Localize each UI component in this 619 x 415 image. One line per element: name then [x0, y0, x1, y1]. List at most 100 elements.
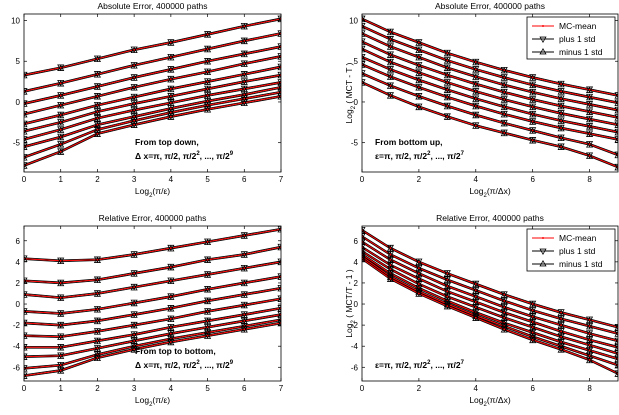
- series-1-minus-std-line: [362, 19, 618, 97]
- legend-triangle-marker: [539, 47, 547, 55]
- series-2-point-8-minus-std-marker: [557, 315, 565, 323]
- series-2-point-4-minus-std-marker: [443, 276, 451, 283]
- series-6-point-1-minus-std-marker: [362, 251, 366, 258]
- series-8-mean-line: [362, 258, 618, 375]
- series-7-point-2-mean-marker: [59, 346, 62, 349]
- series-1-point-2-minus-std-marker: [386, 245, 395, 252]
- series-6-point-6-mean-marker: [503, 105, 506, 108]
- annotation-text: ε=π, π/2, π/2: [375, 151, 427, 161]
- series-1-point-7-mean-marker: [531, 76, 534, 79]
- series-3-point-8-minus-std-marker: [277, 43, 281, 50]
- series-3-point-9-minus-std-marker: [585, 101, 594, 108]
- series-7-point-5-mean-marker: [474, 105, 477, 107]
- legend-triangle-marker: [539, 259, 547, 267]
- series-5-point-9-mean-marker: [588, 118, 591, 120]
- series-9-point-4-mean-marker: [133, 119, 136, 122]
- series-2-point-9-minus-std-marker: [585, 93, 594, 101]
- series-6-minus-std-line: [24, 75, 281, 133]
- series-4-point-3-minus-std-marker: [93, 306, 101, 313]
- legend-item-3: minus 1 std: [559, 259, 603, 269]
- series-8-point-7-mean-marker: [243, 319, 246, 322]
- series-6-minus-std-line: [362, 57, 618, 134]
- series-8-point-2-minus-std-marker: [57, 352, 65, 359]
- series-1-point-2-mean-marker: [389, 247, 392, 250]
- series-7-point-3-mean-marker: [417, 86, 420, 89]
- series-7-point-5-minus-std-marker: [472, 102, 480, 110]
- series-8-point-6-mean-marker: [206, 326, 209, 329]
- series-6-point-7-minus-std-marker: [240, 301, 248, 309]
- series-1-point-7-mean-marker: [531, 303, 534, 305]
- series-2-point-3-minus-std-marker: [415, 46, 423, 54]
- series-8-point-8-minus-std-marker: [277, 311, 281, 318]
- series-8-point-3-minus-std-marker: [415, 93, 423, 100]
- series-5-point-8-minus-std-marker: [277, 63, 281, 71]
- series-2-point-3-mean-marker: [417, 267, 420, 270]
- series-5-point-4-minus-std-marker: [443, 79, 451, 86]
- series-9-mean-line: [362, 81, 618, 168]
- series-8-point-7-minus-std-marker: [529, 127, 537, 134]
- series-8-point-2-minus-std-marker: [57, 133, 65, 141]
- annotation-text: , ..., π/2: [431, 151, 461, 161]
- series-2-point-1-minus-std-marker: [362, 233, 366, 240]
- series-5-point-8-minus-std-marker: [557, 110, 565, 117]
- series-3-plus-std-line: [362, 240, 618, 341]
- series-2-point-10-minus-std-marker: [614, 99, 618, 106]
- y-tick-label: 6: [16, 237, 21, 246]
- series-6-point-6-minus-std-marker: [500, 103, 508, 111]
- series-8-point-3-mean-marker: [417, 292, 420, 295]
- series-4-point-2-mean-marker: [59, 104, 62, 107]
- series-8-point-7-mean-marker: [531, 338, 534, 341]
- series-1-point-1-minus-std-marker: [24, 255, 28, 262]
- series-4-point-8-mean-marker: [560, 105, 563, 107]
- series-5-mean-line: [362, 250, 618, 355]
- series-2-mean-line: [362, 236, 618, 335]
- series-3-point-9-minus-std-marker: [585, 330, 594, 337]
- series-8-point-1-minus-std-marker: [24, 143, 28, 150]
- series-10-point-2-mean-marker: [59, 369, 62, 372]
- series-5-point-6-minus-std-marker: [204, 297, 212, 305]
- series-6-point-5-minus-std-marker: [167, 315, 175, 323]
- series-2-point-6-minus-std-marker: [204, 45, 212, 53]
- series-5-mean-line: [24, 287, 281, 326]
- series-4-point-4-mean-marker: [133, 86, 136, 89]
- plot-frame: [361, 13, 619, 173]
- x-tick-label: 3: [132, 175, 137, 184]
- series-9-point-6-mean-marker: [206, 104, 209, 107]
- series-3-mean-line: [24, 46, 281, 105]
- series-9-minus-std-line: [24, 320, 281, 370]
- series-3-point-7-mean-marker: [243, 267, 246, 270]
- annotation-superscript: 2: [196, 151, 200, 157]
- series-2-point-1-minus-std-marker: [362, 23, 366, 30]
- annotation-superscript: 2: [427, 151, 431, 157]
- series-5-point-9-mean-marker: [588, 344, 591, 347]
- series-1-point-8-mean-marker: [560, 311, 563, 314]
- series-3-point-3-minus-std-marker: [93, 290, 101, 297]
- series-6-point-7-mean-marker: [531, 331, 534, 334]
- series-2-point-6-mean-marker: [503, 299, 506, 302]
- series-8-point-2-mean-marker: [59, 136, 62, 138]
- series-4-point-5-mean-marker: [169, 78, 172, 81]
- series-5-point-5-mean-marker: [474, 306, 477, 309]
- series-4-minus-std-line: [362, 42, 618, 119]
- series-7-point-6-mean-marker: [206, 94, 209, 97]
- series-2-point-7-minus-std-marker: [529, 81, 537, 89]
- series-7-point-1-minus-std-marker: [24, 344, 28, 351]
- annotation-text: ε=π, π/2, π/2: [375, 360, 427, 370]
- series-5-point-3-mean-marker: [417, 283, 420, 285]
- y-tick-label: 4: [354, 258, 359, 267]
- y-tick-label: -2: [13, 321, 21, 330]
- series-1-mean-line: [24, 18, 281, 76]
- series-4-point-7-mean-marker: [243, 62, 246, 65]
- series-2-point-8-minus-std-marker: [277, 243, 281, 251]
- series-5-point-10-minus-std-marker: [614, 350, 618, 357]
- series-4-point-6-minus-std-marker: [500, 89, 508, 96]
- series-6-point-8-mean-marker: [560, 119, 563, 122]
- series-7-point-6-minus-std-marker: [500, 111, 508, 118]
- series-9-plus-std-line: [24, 318, 281, 368]
- series-2-point-4-mean-marker: [133, 64, 136, 67]
- series-10-point-3-minus-std-marker: [93, 354, 101, 362]
- series-5-minus-std-line: [24, 288, 281, 327]
- series-8-point-5-mean-marker: [169, 107, 172, 110]
- series-10-point-6-mean-marker: [206, 108, 209, 111]
- series-5-point-3-mean-marker: [417, 71, 420, 74]
